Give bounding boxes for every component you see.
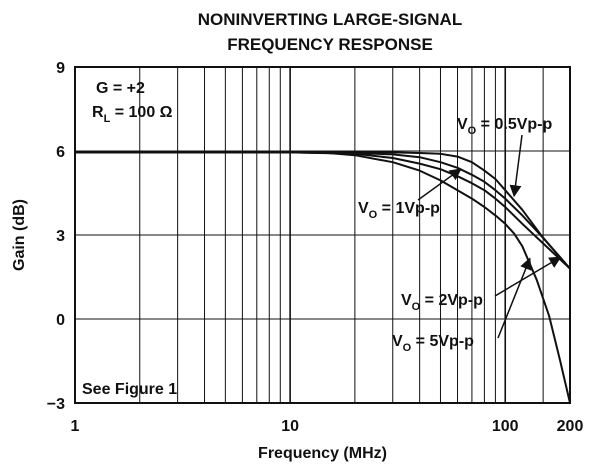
annotations: G = +2 RL = 100 Ω See Figure 1 VO = 0.5Vp-p… [82, 80, 562, 398]
series-pointer-3 [497, 257, 532, 339]
x-tick-label: 1 [71, 418, 80, 435]
y-tick-label: 0 [56, 312, 65, 329]
x-tick-labels: 1 10 100 200 [71, 418, 584, 435]
x-axis-label: Frequency (MHz) [258, 445, 387, 462]
x-tick-label: 10 [281, 418, 299, 435]
grid-lines [75, 67, 570, 403]
x-tick-label: 200 [557, 418, 584, 435]
plot-frame [74, 66, 571, 404]
chart-title-line-1: NONINVERTING LARGE-SIGNAL [198, 10, 462, 29]
y-axis-label: Gain (dB) [11, 199, 28, 271]
series-line-1 [75, 151, 571, 270]
y-tick-labels: −3 0 3 6 9 [47, 60, 65, 413]
series-pointer-0 [509, 134, 523, 198]
load-condition: RL = 100 Ω [92, 104, 173, 125]
series-pointer-1 [417, 168, 462, 201]
y-tick-label: −3 [47, 396, 65, 413]
y-tick-label: 9 [56, 60, 65, 77]
series-line-3 [75, 151, 571, 404]
chart-title-line-2: FREQUENCY RESPONSE [227, 35, 433, 54]
chart-title: NONINVERTING LARGE-SIGNAL FREQUENCY RESP… [198, 10, 462, 54]
x-tick-label: 100 [492, 418, 519, 435]
series-curves [75, 151, 571, 404]
y-tick-label: 6 [56, 144, 65, 161]
series-label-0: VO = 0.5Vp-p [457, 116, 552, 137]
series-label-2: VO = 2Vp-p [401, 292, 483, 313]
series-label-1: VO = 1Vp-p [358, 200, 440, 221]
y-tick-label: 3 [56, 228, 65, 245]
figure-note: See Figure 1 [82, 381, 177, 398]
series-pointer-2 [494, 256, 562, 297]
gain-condition: G = +2 [96, 80, 145, 97]
series-line-2 [75, 151, 571, 270]
series-label-3: VO = 5Vp-p [392, 333, 474, 354]
